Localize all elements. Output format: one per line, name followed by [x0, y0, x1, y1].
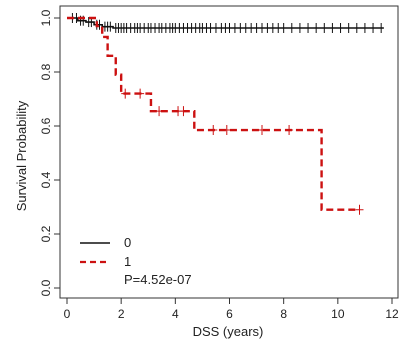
series-1-line: [67, 16, 360, 211]
series-1-censor-mark: [285, 125, 294, 136]
series-1-censor-mark: [222, 125, 231, 136]
series-1-censor-mark: [179, 106, 188, 117]
y-tick-label: 0.4: [39, 171, 53, 188]
series-1-censor-mark: [136, 88, 145, 99]
x-tick-label: 10: [331, 307, 345, 321]
y-axis: 0.0 0.2 0.4 0.6 0.8 1.0: [39, 9, 60, 296]
series-1-censor-mark: [355, 204, 364, 215]
plot-frame: [59, 5, 399, 299]
x-tick-label: 8: [280, 307, 287, 321]
legend-label-1: 1: [124, 254, 131, 269]
y-tick-label: 1.0: [39, 9, 53, 26]
x-axis: 0 2 4 6 8 10 12: [64, 298, 399, 321]
y-tick-label: 0.6: [39, 117, 53, 134]
x-tick-label: 0: [64, 307, 71, 321]
series-layer: [67, 13, 384, 215]
y-tick-label: 0.0: [39, 279, 53, 296]
y-tick-label: 0.2: [39, 225, 53, 242]
legend: 0 1 P=4.52e-07: [80, 235, 192, 287]
y-tick-label: 0.8: [39, 63, 53, 80]
x-tick-label: 4: [172, 307, 179, 321]
legend-label-0: 0: [124, 235, 131, 250]
x-tick-label: 2: [118, 307, 125, 321]
x-tick-label: 12: [385, 307, 399, 321]
p-value-annotation: P=4.52e-07: [124, 272, 192, 287]
series-1-censor-mark: [209, 125, 218, 136]
series-1-censor-mark: [121, 88, 130, 99]
y-axis-title: Survival Probability: [14, 100, 29, 211]
series-0-line: [67, 17, 384, 29]
x-axis-title: DSS (years): [193, 324, 264, 339]
series-1-censor-mark: [258, 125, 266, 136]
series-1-censor-mark: [155, 106, 164, 117]
x-tick-label: 6: [226, 307, 233, 321]
